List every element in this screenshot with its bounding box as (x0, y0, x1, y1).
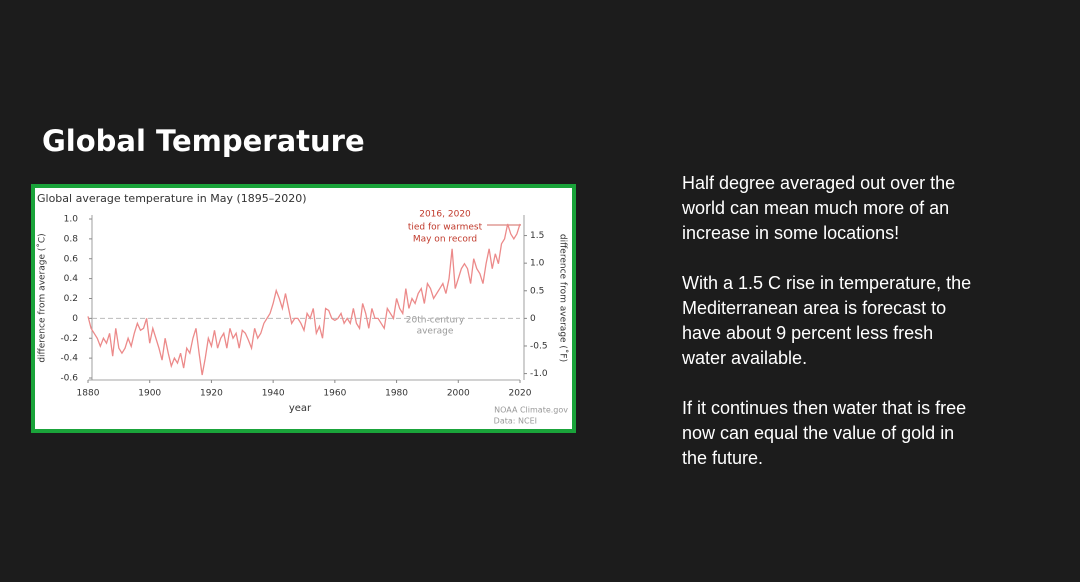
text-line: increase in some locations! (682, 223, 900, 243)
text-line: water available. (682, 348, 808, 368)
y2-tick-label: 1.5 (530, 231, 544, 241)
chart-title: Global average temperature in May (1895–… (37, 192, 307, 205)
y-tick-label: -0.4 (60, 354, 78, 364)
x-tick-label: 2020 (509, 389, 532, 399)
text-line: If it continues then water that is free (682, 398, 967, 418)
text-line: Half degree averaged out over the (682, 173, 956, 193)
data-line (87, 223, 521, 376)
chart-frame (31, 184, 576, 433)
y-axis-label: difference from average (˚C) (37, 233, 48, 362)
y2-tick-label: 0.5 (530, 286, 544, 296)
x-tick-label: 1980 (385, 389, 408, 399)
text-line: have about 9 percent less fresh (682, 323, 934, 343)
paragraph: With a 1.5 C rise in temperature, the Med… (682, 271, 1062, 371)
source: NOAA Climate.gov (494, 406, 568, 415)
y2-tick-label: 1.0 (530, 259, 545, 269)
annotation: 2016, 2020 (419, 210, 471, 220)
annotation: May on record (413, 235, 477, 245)
text-line: the future. (682, 448, 764, 468)
text-line: world can mean much more of an (682, 198, 950, 218)
text-line: With a 1.5 C rise in temperature, the (682, 273, 972, 293)
x-tick-label: 1900 (138, 389, 161, 399)
x-tick-label: 2000 (447, 389, 470, 399)
y2-axis-label: difference from average (˚F) (558, 234, 569, 362)
annotation: 20th-century (406, 316, 465, 326)
y-tick-label: 0.8 (64, 234, 79, 244)
paragraph: If it continues then water that is free n… (682, 396, 1062, 471)
y-tick-label: -0.2 (60, 334, 78, 344)
text-line: now can equal the value of gold in (682, 423, 955, 443)
text-line: Mediterranean area is forecast to (682, 298, 947, 318)
annotation: tied for warmest (408, 223, 483, 233)
x-axis-label: year (289, 403, 312, 414)
y2-tick-label: 0 (530, 314, 536, 324)
y2-tick-label: -0.5 (530, 341, 548, 351)
y-tick-label: -0.6 (60, 374, 78, 384)
slide-text: Half degree averaged out over the world c… (682, 171, 1062, 496)
y-tick-label: 0 (72, 314, 78, 324)
paragraph: Half degree averaged out over the world c… (682, 171, 1062, 246)
x-tick-label: 1880 (77, 389, 100, 399)
x-tick-label: 1960 (323, 389, 346, 399)
y-tick-label: 0.4 (64, 274, 79, 284)
annotation: average (417, 327, 454, 337)
source: Data: NCEI (494, 417, 537, 426)
x-tick-label: 1920 (200, 389, 223, 399)
y-tick-label: 0.6 (64, 254, 79, 264)
x-tick-label: 1940 (262, 389, 285, 399)
y2-tick-label: -1.0 (530, 369, 548, 379)
y-tick-label: 0.2 (64, 294, 78, 304)
y-tick-label: 1.0 (64, 215, 79, 225)
slide-title: Global Temperature (42, 124, 365, 158)
